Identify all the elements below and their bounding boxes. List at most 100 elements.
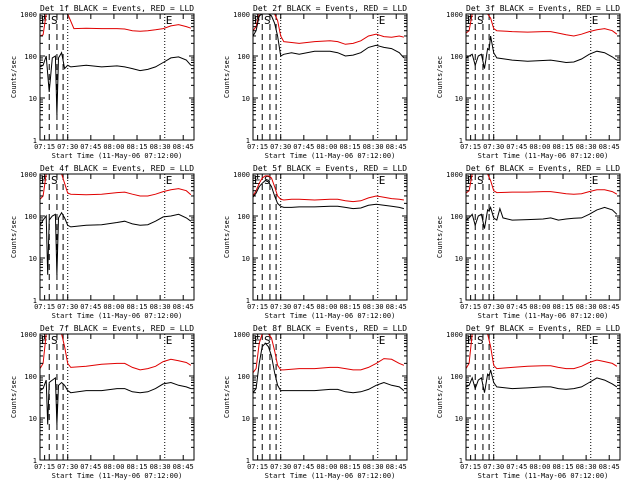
- x-tick-label: 07:15: [247, 143, 268, 151]
- x-tick-label: 08:30: [150, 303, 171, 311]
- y-tick-label: 1: [33, 297, 37, 305]
- chart-title: Det 6f BLACK = Events, RED = LLD: [466, 164, 620, 173]
- y-tick-label: 1000: [233, 331, 250, 339]
- marker-label-s: S: [51, 174, 58, 187]
- plot-frame: [465, 13, 621, 141]
- marker-label-e: E: [254, 174, 261, 187]
- y-tick-label: 1000: [446, 331, 463, 339]
- marker-label-s: S: [264, 14, 271, 27]
- marker-label-s: S: [264, 174, 271, 187]
- y-tick-label: 10: [242, 255, 250, 263]
- x-tick-label: 07:30: [483, 143, 504, 151]
- x-tick-label: 07:45: [293, 463, 314, 471]
- y-axis-label: Counts/sec: [223, 216, 231, 258]
- x-tick-label: 07:15: [247, 303, 268, 311]
- marker-label-e: E: [254, 334, 261, 347]
- x-tick-label: 08:30: [150, 143, 171, 151]
- x-tick-label: 08:30: [576, 303, 597, 311]
- x-tick-label: 08:45: [386, 143, 407, 151]
- y-tick-label: 1: [459, 297, 463, 305]
- x-tick-label: 08:45: [173, 303, 194, 311]
- series-line-events: [39, 51, 192, 115]
- chart-title: Det 2f BLACK = Events, RED = LLD: [253, 4, 407, 13]
- marker-label-e: E: [467, 174, 474, 187]
- y-axis-label: Counts/sec: [10, 376, 18, 418]
- chart-title: Det 4f BLACK = Events, RED = LLD: [40, 164, 194, 173]
- plot-frame: [252, 13, 408, 141]
- x-tick-label: 07:15: [460, 463, 481, 471]
- x-tick-label: 07:45: [293, 143, 314, 151]
- x-tick-label: 08:00: [103, 303, 124, 311]
- marker-label-e: E: [467, 334, 474, 347]
- y-tick-label: 100: [450, 213, 463, 221]
- x-axis-label: Start Time (11-May-06 07:12:00): [52, 152, 183, 160]
- x-tick-label: 07:30: [57, 463, 78, 471]
- x-tick-label: 08:30: [363, 303, 384, 311]
- x-tick-label: 07:45: [506, 303, 527, 311]
- series-line-events: [252, 179, 405, 210]
- marker-label-e: E: [379, 334, 386, 347]
- series-line-events: [465, 205, 618, 229]
- y-axis-label: Counts/sec: [223, 376, 231, 418]
- x-tick-label: 08:15: [552, 143, 573, 151]
- x-axis-label: Start Time (11-May-06 07:12:00): [265, 472, 396, 480]
- chart-title: Det 1f BLACK = Events, RED = LLD: [40, 4, 194, 13]
- x-tick-label: 07:45: [506, 463, 527, 471]
- y-tick-label: 100: [450, 373, 463, 381]
- x-tick-label: 08:30: [150, 463, 171, 471]
- marker-label-e: E: [166, 334, 173, 347]
- plot-frame: [252, 173, 408, 301]
- x-tick-label: 08:15: [126, 303, 147, 311]
- x-tick-label: 08:00: [316, 303, 337, 311]
- y-tick-label: 10: [455, 95, 463, 103]
- marker-label-e: E: [379, 14, 386, 27]
- x-tick-label: 07:30: [57, 143, 78, 151]
- y-tick-label: 1: [33, 137, 37, 145]
- x-tick-label: 08:15: [339, 143, 360, 151]
- x-tick-label: 08:30: [576, 463, 597, 471]
- x-tick-label: 08:45: [173, 463, 194, 471]
- x-tick-label: 08:15: [126, 463, 147, 471]
- series-line-events: [39, 211, 192, 275]
- plot-frame: [252, 333, 408, 461]
- plot-frame: [39, 13, 195, 141]
- x-axis-label: Start Time (11-May-06 07:12:00): [478, 472, 609, 480]
- y-axis-label: Counts/sec: [436, 376, 444, 418]
- marker-label-e: E: [166, 14, 173, 27]
- marker-label-e: E: [41, 14, 48, 27]
- marker-label-s: S: [477, 334, 484, 347]
- x-axis-label: Start Time (11-May-06 07:12:00): [52, 312, 183, 320]
- y-tick-label: 1000: [233, 171, 250, 179]
- series-line-events: [465, 369, 618, 393]
- marker-label-s: S: [477, 14, 484, 27]
- y-axis-label: Counts/sec: [10, 216, 18, 258]
- series-line-events: [39, 376, 192, 425]
- x-tick-label: 08:00: [529, 463, 550, 471]
- x-tick-label: 08:00: [316, 463, 337, 471]
- marker-label-e: E: [166, 174, 173, 187]
- y-tick-label: 1000: [233, 11, 250, 19]
- y-axis-label: Counts/sec: [436, 216, 444, 258]
- x-tick-label: 07:30: [270, 463, 291, 471]
- y-tick-label: 100: [237, 53, 250, 61]
- series-line-events: [252, 342, 405, 394]
- x-tick-label: 07:30: [270, 143, 291, 151]
- marker-label-s: S: [51, 334, 58, 347]
- y-tick-label: 1: [246, 137, 250, 145]
- x-tick-label: 07:45: [80, 463, 101, 471]
- x-axis-label: Start Time (11-May-06 07:12:00): [52, 472, 183, 480]
- y-tick-label: 100: [237, 213, 250, 221]
- x-tick-label: 08:00: [103, 143, 124, 151]
- x-tick-label: 08:00: [103, 463, 124, 471]
- y-tick-label: 100: [24, 373, 37, 381]
- series-line-lld: [252, 175, 404, 203]
- x-tick-label: 07:30: [57, 303, 78, 311]
- y-tick-label: 10: [29, 95, 37, 103]
